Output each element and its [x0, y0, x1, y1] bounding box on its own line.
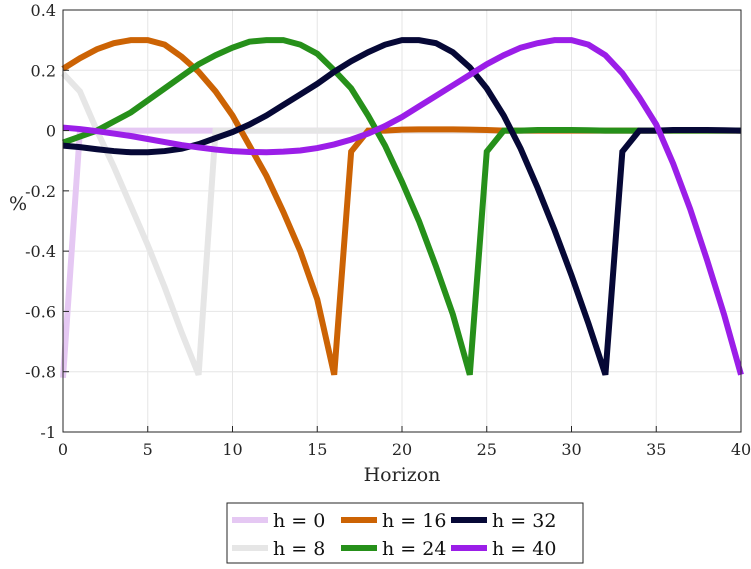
- legend-label: h = 16: [382, 510, 446, 532]
- x-tick-label: 10: [222, 440, 242, 459]
- series-line-5: [62, 37, 742, 376]
- x-tick-label: 40: [731, 440, 751, 459]
- x-tick-label: 5: [143, 440, 153, 459]
- series-line-6: [62, 37, 744, 376]
- legend-label: h = 40: [492, 538, 556, 560]
- legend-label: h = 32: [492, 510, 556, 532]
- y-tick-label: -1: [40, 423, 56, 442]
- legend-label: h = 0: [273, 510, 325, 532]
- x-tick-label: 30: [561, 440, 581, 459]
- x-tick-label: 35: [646, 440, 666, 459]
- x-tick-label: 15: [307, 440, 327, 459]
- legend-box: [226, 502, 584, 564]
- y-tick-label: -0.8: [25, 363, 56, 382]
- x-tick-label: 20: [392, 440, 412, 459]
- x-tick-label: 0: [58, 440, 68, 459]
- legend: h = 0 h = 16 h = 32 h = 8 h = 24 h = 40: [226, 502, 584, 564]
- y-axis-label: %: [9, 193, 27, 215]
- y-tick-label: 0.4: [31, 1, 56, 20]
- y-tick-label: -0.4: [25, 242, 56, 261]
- legend-label: h = 8: [273, 538, 325, 560]
- x-tick-label: 25: [477, 440, 497, 459]
- y-tick-label: 0.2: [31, 61, 56, 80]
- legend-label: h = 24: [382, 538, 446, 560]
- axis-ticks: 0 5 10 15 20 25 30 35 40 -1 -0.8 -0.6 -0.4 -0.2 0 0.2 0.…: [25, 1, 751, 459]
- x-axis-label: Horizon: [364, 464, 441, 486]
- y-tick-label: -0.6: [25, 302, 56, 321]
- series-layer: [60, 37, 744, 378]
- series-line-4: [61, 37, 741, 376]
- y-tick-label: -0.2: [25, 182, 56, 201]
- y-tick-label: 0: [46, 122, 56, 141]
